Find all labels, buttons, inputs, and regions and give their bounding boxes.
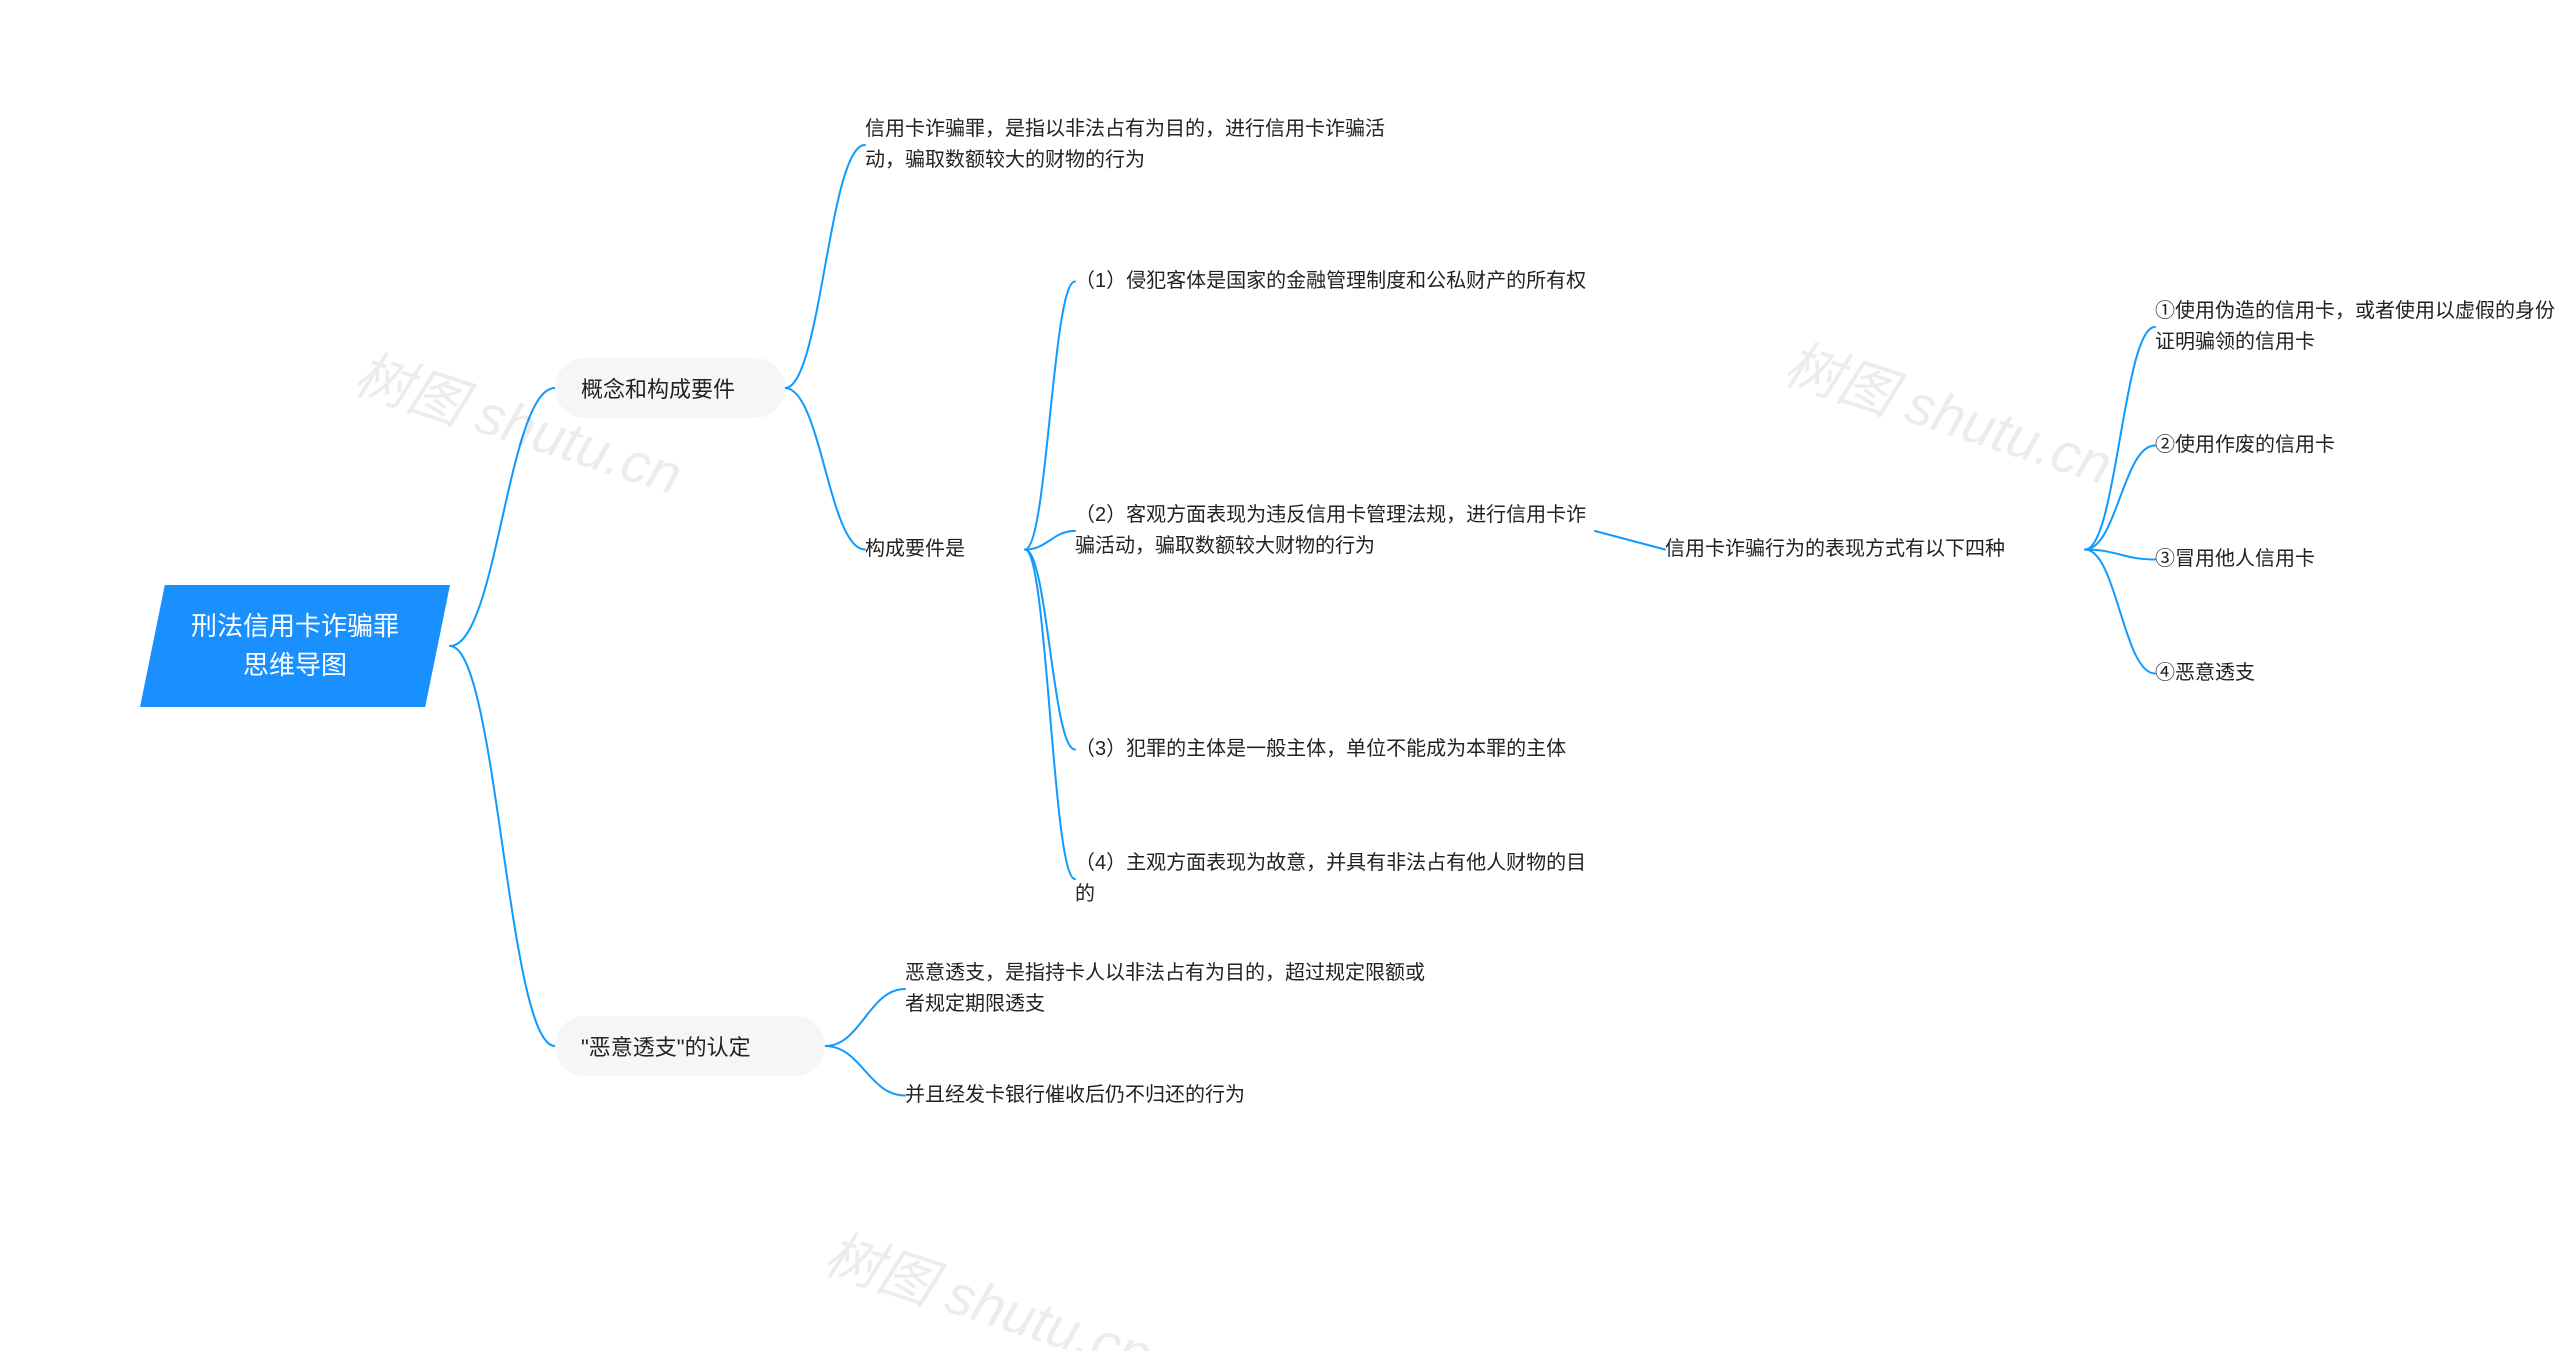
node-c4: （4）主观方面表现为故意，并具有非法占有他人财物的目的	[1075, 848, 1595, 910]
edge	[2085, 550, 2155, 674]
watermark: 树图 shutu.cn	[816, 1210, 1164, 1351]
watermark: 树图 shutu.cn	[346, 330, 694, 512]
node-root: 刑法信用卡诈骗罪思维导图	[140, 585, 450, 707]
node-b2a: 恶意透支，是指持卡人以非法占有为目的，超过规定限额或者规定期限透支	[905, 958, 1425, 1020]
edge	[2085, 446, 2155, 550]
node-c1: （1）侵犯客体是国家的金融管理制度和公私财产的所有权	[1075, 266, 1595, 297]
edge	[1025, 550, 1075, 880]
node-e3: ③冒用他人信用卡	[2155, 544, 2395, 575]
edge	[1025, 550, 1075, 750]
node-b2: "恶意透支"的认定	[555, 1016, 825, 1076]
edge	[1025, 282, 1075, 550]
node-e2: ②使用作废的信用卡	[2155, 430, 2415, 461]
edge	[2085, 327, 2155, 550]
node-b2b: 并且经发卡银行催收后仍不归还的行为	[905, 1080, 1325, 1111]
node-d1: 信用卡诈骗行为的表现方式有以下四种	[1665, 534, 2085, 565]
node-c2: （2）客观方面表现为违反信用卡管理法规，进行信用卡诈骗活动，骗取数额较大财物的行…	[1075, 500, 1595, 562]
node-b1a: 信用卡诈骗罪，是指以非法占有为目的，进行信用卡诈骗活动，骗取数额较大的财物的行为	[865, 114, 1385, 176]
edge	[825, 989, 905, 1046]
node-e4: ④恶意透支	[2155, 658, 2315, 689]
node-e1: ①使用伪造的信用卡，或者使用以虚假的身份证明骗领的信用卡	[2155, 296, 2555, 358]
edge	[2085, 550, 2155, 560]
node-b1: 概念和构成要件	[555, 358, 785, 418]
edge	[1025, 531, 1075, 550]
watermark: 树图 shutu.cn	[1776, 320, 2124, 502]
edge	[785, 388, 865, 550]
edge	[450, 388, 555, 646]
root-line: 刑法信用卡诈骗罪	[168, 607, 422, 646]
mindmap-stage: 刑法信用卡诈骗罪思维导图 概念和构成要件 "恶意透支"的认定 信用卡诈骗罪，是指以非法…	[0, 0, 2560, 1351]
root-line: 思维导图	[168, 646, 422, 685]
edge	[825, 1046, 905, 1096]
edge	[1595, 531, 1665, 550]
node-b1b: 构成要件是	[865, 534, 1025, 565]
node-c3: （3）犯罪的主体是一般主体，单位不能成为本罪的主体	[1075, 734, 1595, 765]
edge	[450, 646, 555, 1046]
edge	[785, 145, 865, 388]
